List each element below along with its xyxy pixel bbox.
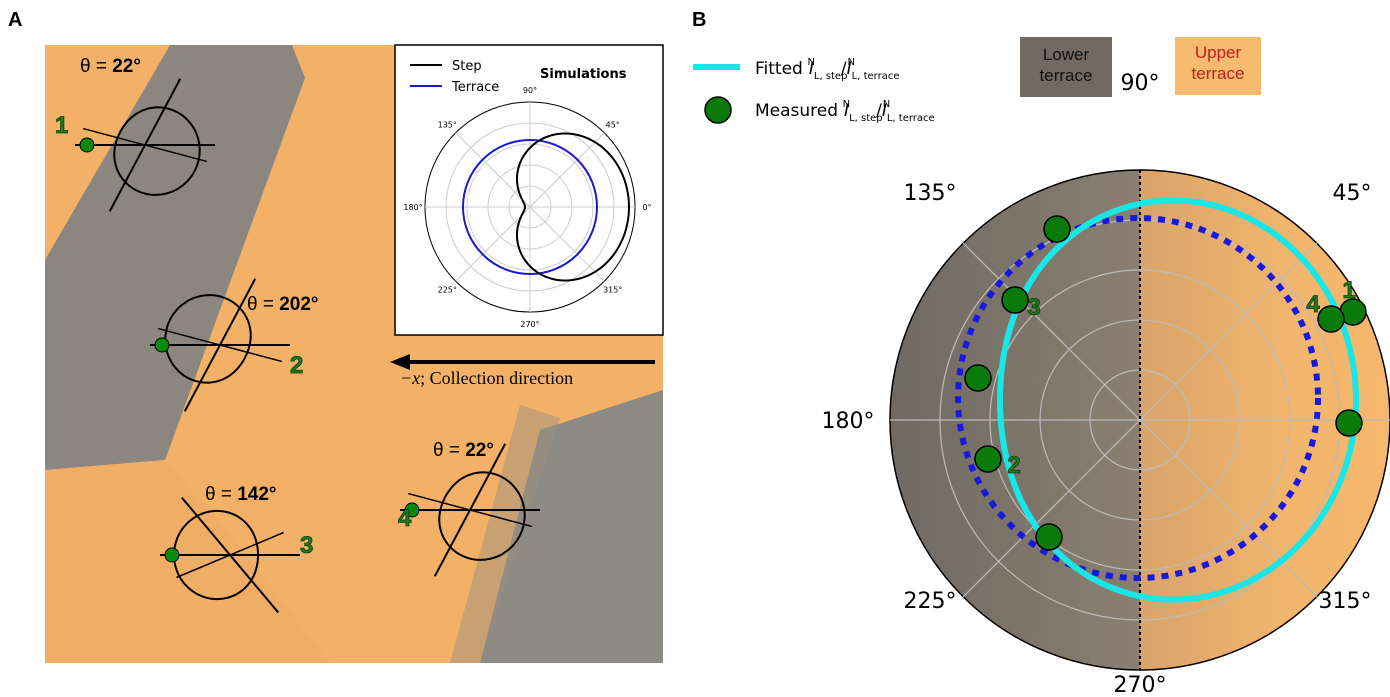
polar-plot: 14 3 2 45° 90° 135° 180° 225° 270° 315° xyxy=(822,71,1390,697)
region-label: Upper xyxy=(1195,43,1242,62)
measured-point xyxy=(1044,216,1070,242)
angle-label: 225° xyxy=(438,286,457,295)
theta-label: θ = 142° xyxy=(205,484,277,505)
figure: A B Step Terrace Simulations −x; Collect… xyxy=(0,0,1390,697)
angle-label: 180° xyxy=(822,409,875,434)
measured-point xyxy=(1002,287,1028,313)
theta-symbol: θ = xyxy=(80,56,112,77)
measured-point xyxy=(1318,306,1344,332)
point-label: 3 xyxy=(1027,294,1040,321)
site-dot xyxy=(80,138,94,152)
angle-label: 225° xyxy=(904,589,957,614)
legend-marker xyxy=(705,97,731,123)
measured-point xyxy=(965,365,991,391)
measured-point xyxy=(1036,524,1062,550)
legend-label: Step xyxy=(452,59,482,74)
site-label: 4 xyxy=(398,505,412,532)
site-dot xyxy=(155,338,169,352)
angle-label: 135° xyxy=(438,120,457,129)
region-label: terrace xyxy=(1192,64,1245,83)
site-label: 1 xyxy=(55,112,68,139)
measured-point xyxy=(1336,410,1362,436)
point-label: 1 xyxy=(1342,277,1355,304)
inset-title: Simulations xyxy=(540,67,627,82)
theta-value: 22° xyxy=(465,440,494,461)
panel-label: B xyxy=(692,9,706,31)
angle-label: 90° xyxy=(1121,71,1160,96)
angle-label: 180° xyxy=(403,203,422,212)
site-dot xyxy=(165,548,179,562)
angle-label: 0° xyxy=(642,203,651,212)
region-label: Lower xyxy=(1043,45,1090,64)
site-label: 2 xyxy=(290,352,303,379)
angle-label: 90° xyxy=(523,86,537,95)
point-label: 4 xyxy=(1306,291,1320,318)
site-label: 3 xyxy=(300,532,313,559)
theta-value: 142° xyxy=(237,484,276,505)
angle-label: 270° xyxy=(1114,673,1167,697)
measured-point xyxy=(975,446,1001,472)
angle-label: 45° xyxy=(606,120,620,129)
theta-value: 22° xyxy=(112,56,141,77)
angle-label: 135° xyxy=(904,181,957,206)
theta-label: θ = 22° xyxy=(80,56,141,77)
panel-label: A xyxy=(8,9,22,31)
legend-label: Terrace xyxy=(451,80,499,95)
angle-label: 45° xyxy=(1333,181,1372,206)
theta-symbol: θ = xyxy=(247,294,279,315)
theta-symbol: θ = xyxy=(205,484,237,505)
angle-label: 315° xyxy=(603,286,622,295)
point-label: 2 xyxy=(1007,452,1020,479)
angle-label: 315° xyxy=(1319,589,1372,614)
arrow-label: −x; Collection direction xyxy=(400,368,573,388)
angle-label: 270° xyxy=(520,320,539,329)
theta-symbol: θ = xyxy=(433,440,465,461)
theta-label: θ = 202° xyxy=(247,294,319,315)
theta-label: θ = 22° xyxy=(433,440,494,461)
region-label: terrace xyxy=(1040,66,1093,85)
theta-value: 202° xyxy=(279,294,318,315)
